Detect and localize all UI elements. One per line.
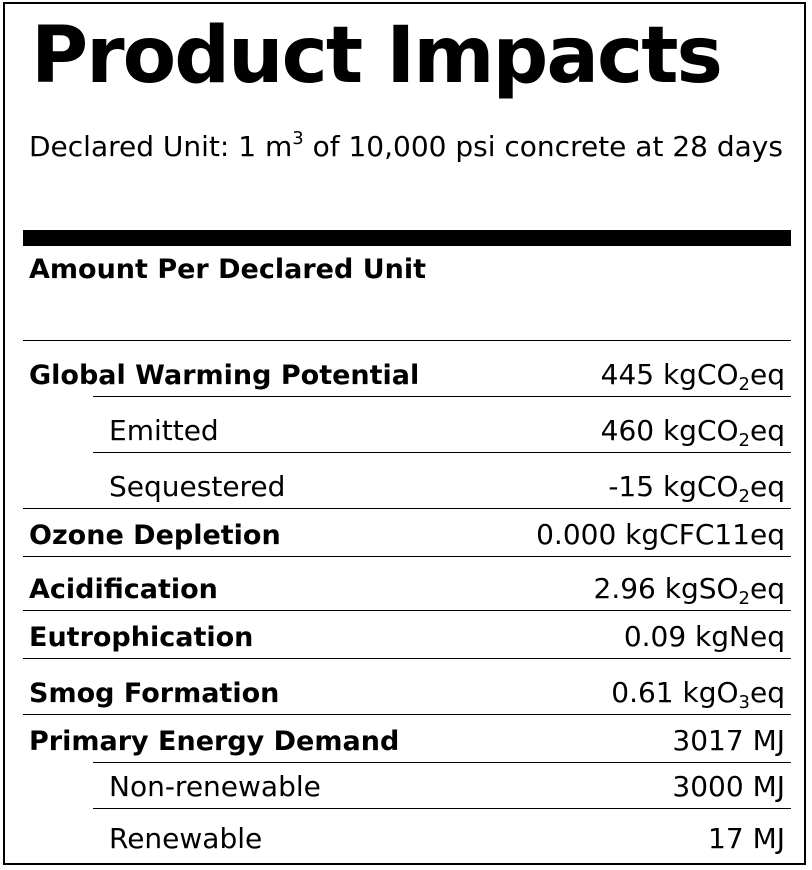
value-main: 3017 MJ	[672, 724, 785, 758]
row-label: Emitted	[109, 414, 219, 448]
row-divider	[23, 556, 791, 557]
value-main: 445 kgCO	[600, 358, 739, 392]
row-divider	[93, 762, 791, 763]
table-row: Sequestered -15 kgCO2eq	[23, 452, 791, 508]
row-divider	[93, 808, 791, 809]
row-divider	[23, 610, 791, 611]
row-value: 460 kgCO2eq	[600, 414, 785, 452]
product-impacts-label: Product Impacts Declared Unit: 1 m3 of 1…	[3, 2, 806, 865]
declared-unit-prefix: Declared Unit: 1 m	[29, 130, 293, 163]
value-suffix: eq	[750, 358, 785, 392]
row-divider	[23, 714, 791, 715]
value-main: 17 MJ	[708, 822, 785, 856]
row-value: 445 kgCO2eq	[600, 358, 785, 396]
row-label: Non-renewable	[109, 770, 321, 804]
value-suffix: eq	[750, 676, 785, 710]
table-row: Non-renewable 3000 MJ	[23, 762, 791, 808]
row-value: 2.96 kgSO2eq	[593, 572, 786, 610]
row-label: Sequestered	[109, 470, 286, 504]
row-value: 17 MJ	[708, 822, 785, 856]
table-row: Ozone Depletion 0.000 kgCFC11eq	[23, 508, 791, 556]
table-row: Eutrophication 0.09 kgNeq	[23, 610, 791, 658]
value-main: 0.09 kgNeq	[623, 620, 785, 654]
row-label: Acidification	[29, 573, 218, 605]
row-value: 0.000 kgCFC11eq	[536, 518, 785, 552]
table-row: Renewable 17 MJ	[23, 808, 791, 860]
row-divider	[23, 658, 791, 659]
page-title: Product Impacts	[31, 11, 723, 101]
value-main: 0.61 kgO	[611, 676, 739, 710]
row-divider	[23, 508, 791, 509]
value-main: 2.96 kgSO	[593, 572, 739, 606]
row-label: Smog Formation	[29, 677, 280, 709]
value-suffix: eq	[750, 470, 785, 504]
row-label: Ozone Depletion	[29, 519, 281, 551]
value-subscript: 2	[738, 486, 750, 508]
declared-unit: Declared Unit: 1 m3 of 10,000 psi concre…	[29, 130, 783, 164]
row-divider	[23, 340, 791, 341]
value-main: 3000 MJ	[672, 770, 785, 804]
row-label: Primary Energy Demand	[29, 725, 400, 757]
value-suffix: eq	[750, 572, 785, 606]
value-suffix: eq	[750, 414, 785, 448]
value-subscript: 2	[738, 374, 750, 396]
row-value: 0.61 kgO3eq	[611, 676, 785, 714]
row-value: 0.09 kgNeq	[624, 620, 785, 654]
value-main: -15 kgCO	[608, 470, 739, 504]
table-row: Acidification 2.96 kgSO2eq	[23, 556, 791, 610]
declared-unit-superscript: 3	[292, 128, 304, 149]
value-subscript: 2	[738, 430, 750, 452]
declared-unit-suffix: of 10,000 psi concrete at 28 days	[303, 130, 783, 163]
section-divider	[23, 230, 791, 246]
table-row: Primary Energy Demand 3017 MJ	[23, 714, 791, 762]
table-row: Emitted 460 kgCO2eq	[23, 396, 791, 452]
value-main: 460 kgCO	[600, 414, 739, 448]
row-label: Global Warming Potential	[29, 359, 420, 391]
amount-header: Amount Per Declared Unit	[29, 254, 427, 285]
row-divider	[93, 396, 791, 397]
value-main: 0.000 kgCFC11eq	[536, 518, 785, 552]
row-label: Eutrophication	[29, 621, 254, 653]
value-subscript: 2	[738, 588, 750, 610]
row-divider	[93, 452, 791, 453]
table-row: Global Warming Potential 445 kgCO2eq	[23, 340, 791, 396]
table-row: Smog Formation 0.61 kgO3eq	[23, 658, 791, 714]
value-subscript: 3	[738, 692, 750, 714]
row-value: 3017 MJ	[672, 724, 785, 758]
row-value: -15 kgCO2eq	[608, 470, 785, 508]
row-label: Renewable	[109, 822, 263, 856]
row-value: 3000 MJ	[672, 770, 785, 804]
